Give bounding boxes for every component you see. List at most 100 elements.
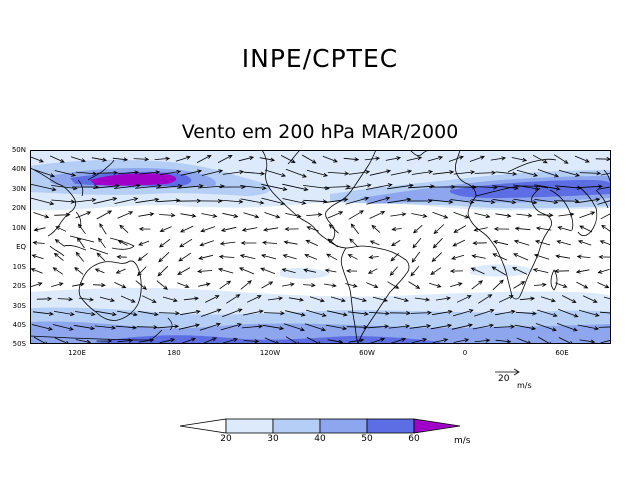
wind-vector-arrow <box>159 169 182 175</box>
wind-vector-arrow <box>323 184 351 189</box>
wind-vector-arrow <box>282 282 295 287</box>
wind-vector-arrow <box>222 170 245 175</box>
wind-vector-arrow <box>532 268 549 273</box>
wind-vector-arrow <box>262 324 285 331</box>
wind-vector-arrow <box>243 339 260 344</box>
wind-vector-arrow <box>73 324 96 331</box>
lon-label-120e: 120E <box>68 349 86 357</box>
wind-vector-arrow <box>91 157 108 162</box>
colorbar-tick-60: 60 <box>408 434 420 444</box>
wind-vector-arrow <box>75 211 92 219</box>
wind-vector-arrow <box>305 239 318 246</box>
wind-vector-arrow <box>453 211 470 219</box>
wind-vector-arrow <box>72 282 85 287</box>
wind-vector-arrow <box>430 323 453 330</box>
wind-vector-arrow <box>218 254 235 259</box>
wind-vector-arrow <box>366 183 393 190</box>
wind-vector-arrow <box>330 296 346 303</box>
wind-vector-arrow <box>32 311 54 316</box>
wind-vector-arrow <box>54 170 77 177</box>
wind-vector-arrow <box>450 199 475 205</box>
wind-vector-arrow <box>350 223 360 235</box>
wind-vector-arrow <box>119 224 129 233</box>
wind-vector-arrow <box>306 212 323 217</box>
wind-vector-arrow <box>264 212 281 219</box>
wind-vector-arrow <box>219 280 232 290</box>
wind-vector-arrow <box>512 267 528 275</box>
wind-vector-arrow <box>582 295 598 303</box>
wind-vector-arrow <box>197 269 213 274</box>
wind-vector-arrow <box>369 337 386 344</box>
wind-vector-arrow <box>156 280 168 290</box>
wind-vector-arrow <box>491 266 507 276</box>
wind-vector-arrow <box>94 325 117 330</box>
wind-vector-arrow <box>411 251 421 263</box>
wind-vector-arrow <box>120 295 136 303</box>
wind-vector-arrow <box>133 157 150 162</box>
wind-vector-arrow <box>198 199 223 204</box>
lon-label-120w: 120W <box>259 349 281 357</box>
wind-vector-arrow <box>222 212 239 218</box>
wind-vector-arrow <box>94 268 105 274</box>
wind-vector-arrow <box>391 227 402 232</box>
wind-speed-shading <box>30 150 611 344</box>
wind-vector-arrow <box>177 184 204 189</box>
wind-vector-arrow <box>537 169 559 178</box>
wind-vector-arrow <box>498 295 514 303</box>
lat-label-30n: 30N <box>11 185 26 193</box>
wind-vector-arrow <box>472 323 494 330</box>
wind-vector-arrow <box>217 267 234 274</box>
wind-vector-arrow <box>435 296 451 301</box>
wind-vector-arrow <box>156 198 181 203</box>
wind-vector-arrow <box>554 269 570 274</box>
wind-vector-arrow <box>410 310 432 315</box>
wind-vector-arrow <box>579 225 593 233</box>
wind-vector-arrow <box>117 240 128 246</box>
wind-vector-arrow <box>598 254 611 260</box>
wind-vector-arrow <box>474 338 491 343</box>
wind-vector-arrow <box>220 226 237 232</box>
wind-vector-arrow <box>492 199 517 205</box>
map-frame <box>30 150 611 344</box>
colorbar-segment-over-60 <box>413 418 461 434</box>
wind-vector-arrow <box>175 155 191 162</box>
wind-vector-arrow <box>180 213 197 218</box>
wind-vector-arrow <box>158 252 170 263</box>
wind-vector-arrow <box>371 224 381 233</box>
wind-vector-arrow <box>347 311 369 316</box>
wind-vector-arrow <box>513 239 530 246</box>
wind-vector-arrow <box>114 282 127 289</box>
wind-vector-arrow <box>93 183 120 189</box>
wind-vector-arrow <box>471 280 484 290</box>
wind-vector-arrow <box>389 266 398 276</box>
wind-vector-arrow <box>31 324 53 331</box>
wind-vector-arrow <box>156 184 183 189</box>
wind-vector-arrow <box>364 156 381 161</box>
wind-vector-arrow <box>54 239 65 247</box>
wind-vector-arrow <box>282 198 307 205</box>
wind-vector-arrow <box>30 282 43 288</box>
wind-vector-arrow <box>96 210 113 220</box>
wind-vector-arrow <box>288 297 305 302</box>
wind-vector-arrow <box>406 156 423 161</box>
wind-vector-arrow <box>99 296 116 302</box>
wind-vector-arrow <box>537 309 558 317</box>
wind-vector-arrow <box>540 296 556 303</box>
wind-vector-arrow <box>412 238 422 249</box>
colorbar-segment-50-60 <box>366 418 415 434</box>
wind-vector-arrow <box>222 337 239 344</box>
wind-vector-arrow <box>495 213 512 218</box>
wind-vector-arrow <box>514 226 531 231</box>
wind-vector-arrow <box>309 296 325 303</box>
wind-vector-arrow <box>49 155 65 163</box>
wind-vector-arrow <box>390 169 413 176</box>
wind-vector-arrow <box>597 199 611 205</box>
wind-vector-arrow <box>243 171 266 176</box>
wind-vector-arrow <box>117 211 134 219</box>
wind-vector-arrow <box>343 157 360 162</box>
wind-vector-arrow <box>492 185 519 191</box>
lon-label-180: 180 <box>167 349 181 357</box>
wind-vector-arrow <box>281 268 296 274</box>
wind-vector-arrow <box>449 185 477 190</box>
wind-vector-arrow <box>135 197 160 204</box>
